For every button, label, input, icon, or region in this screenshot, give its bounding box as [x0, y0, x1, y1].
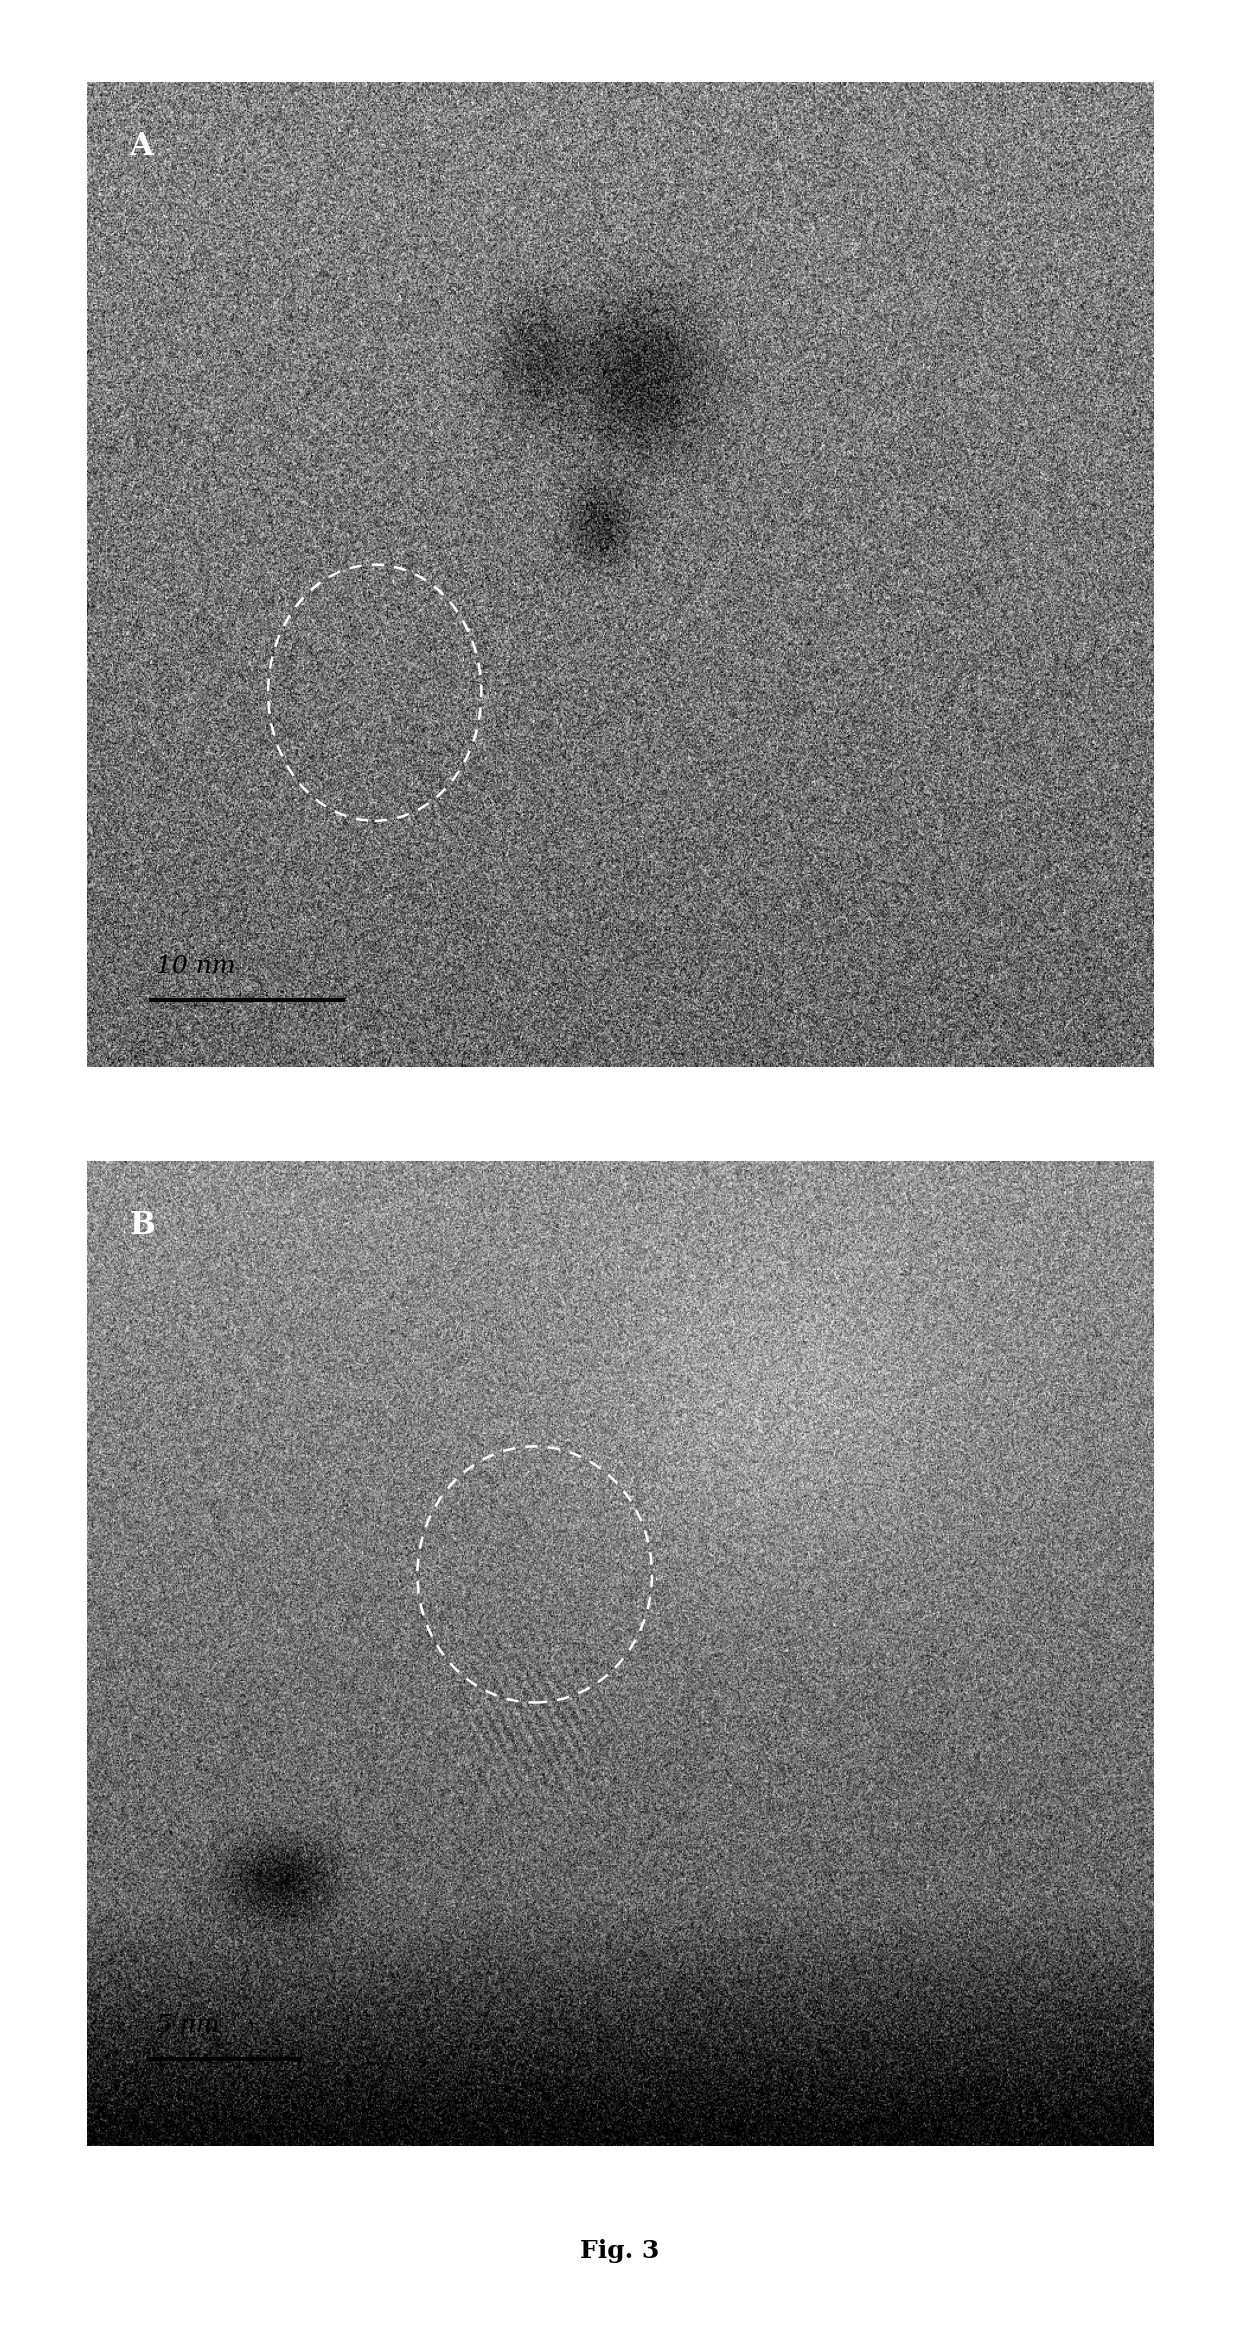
Text: 10 nm: 10 nm — [156, 954, 236, 978]
Text: Fig. 3: Fig. 3 — [580, 2239, 660, 2263]
Text: A: A — [129, 131, 153, 162]
Text: 5 nm: 5 nm — [156, 2014, 219, 2038]
Text: B: B — [129, 1210, 155, 1241]
